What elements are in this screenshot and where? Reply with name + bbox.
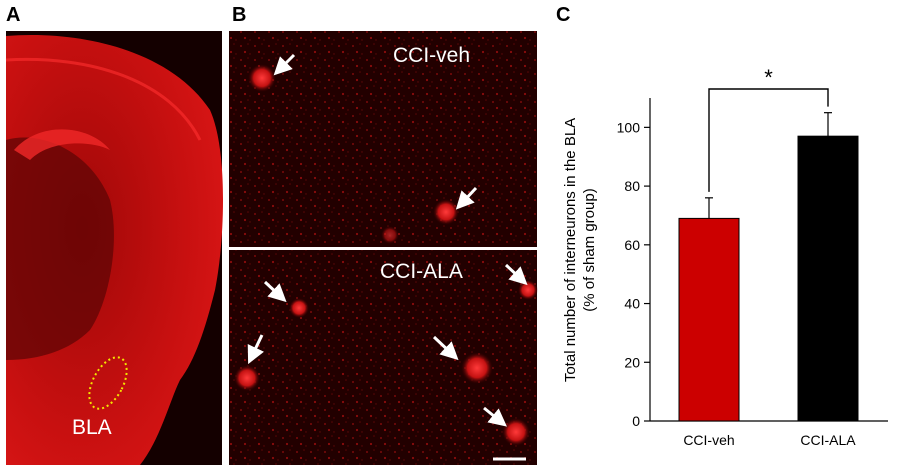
interneuron-cell <box>381 226 399 244</box>
significance-bracket: * <box>708 65 829 192</box>
panel-b-bottom: CCI-ALA <box>229 250 538 465</box>
micrograph-label-top: CCI-veh <box>393 44 470 67</box>
arrow-icon <box>455 186 478 210</box>
micrograph-cci-veh <box>229 31 537 247</box>
significance-bracket-line <box>708 88 829 192</box>
bars <box>678 112 859 422</box>
arrow-icon <box>247 334 264 365</box>
bar-cci-ala <box>797 135 859 422</box>
x-tick-labels: CCI-veh CCI-ALA <box>683 432 856 448</box>
interneuron-cell <box>433 199 459 225</box>
panel-c-chart: 0 20 40 60 80 100 CCI-veh CCI-ALA * Total numb… <box>562 65 888 448</box>
y-tick-label: 20 <box>624 354 640 370</box>
y-tick-label: 80 <box>624 178 640 194</box>
bla-region-label: BLA <box>72 416 112 439</box>
interneuron-cell <box>248 64 276 92</box>
significance-marker: * <box>764 65 773 90</box>
micrograph-label-bottom: CCI-ALA <box>380 260 463 283</box>
y-tick-label: 60 <box>624 237 640 253</box>
arrow-icon <box>273 53 296 76</box>
panel-letter-c: C <box>556 4 571 26</box>
x-tick-label: CCI-ALA <box>800 432 856 448</box>
bar-cci-veh <box>678 217 740 422</box>
panel-letter-a: A <box>6 4 21 26</box>
interneuron-cell <box>461 352 493 384</box>
panel-b-top: CCI-veh <box>229 31 537 247</box>
y-axis-label-line1: Total number of interneurons in the BLA <box>562 118 579 382</box>
x-tick-label: CCI-veh <box>683 432 734 448</box>
y-tick-label: 40 <box>624 296 640 312</box>
bla-outline <box>88 356 128 410</box>
cortex-inner-dark-zone <box>6 137 114 360</box>
cortex-layer-line <box>5 57 202 141</box>
y-ticks: 0 20 40 60 80 100 <box>617 119 650 429</box>
y-tick-label: 0 <box>632 413 640 429</box>
interneuron-cell <box>234 365 260 391</box>
arrow-icon <box>263 280 287 303</box>
panel-a: BLA <box>5 31 224 465</box>
interneuron-cell <box>502 418 530 446</box>
arrow-icon <box>504 263 528 286</box>
panel-letter-b: B <box>232 4 247 26</box>
y-tick-label: 100 <box>617 119 641 135</box>
y-axis-label-line2: (% of sham group) <box>581 188 598 311</box>
interneuron-cell <box>289 298 309 318</box>
arrow-icon <box>483 406 507 427</box>
arrow-icon <box>432 335 459 361</box>
interneuron-cell <box>518 280 538 300</box>
hippocampus-fold <box>14 129 110 160</box>
